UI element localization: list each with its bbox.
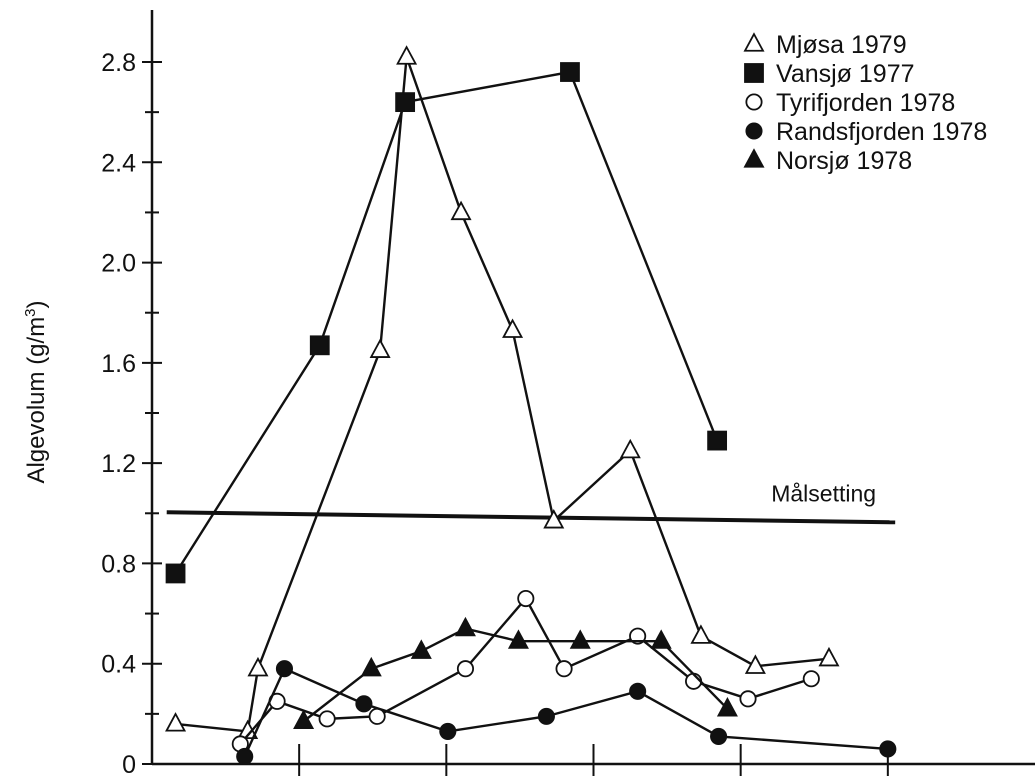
data-point (318, 710, 336, 728)
data-point (745, 93, 763, 111)
legend-item: Mjøsa 1979 (743, 31, 907, 59)
data-point (619, 438, 641, 459)
legend-label: Tyrifjorden 1978 (776, 89, 955, 117)
data-point (507, 629, 529, 649)
reference-line (166, 510, 896, 525)
y-axis-ticks: 0 0.4 0.8 1.2 1.6 2.0 2.4 2.8 (101, 49, 162, 776)
data-point (450, 200, 472, 221)
y-tick-label: 2.4 (101, 149, 136, 177)
data-point (555, 660, 573, 678)
series-group (165, 45, 897, 766)
data-point (710, 727, 728, 745)
data-point (439, 722, 457, 740)
y-tick-label: 0.8 (101, 550, 136, 578)
series-line (174, 70, 719, 575)
reference-line-group: Målsetting (166, 480, 896, 525)
data-point (502, 318, 524, 338)
data-point (395, 92, 416, 113)
data-point (293, 709, 315, 730)
data-point (650, 629, 672, 649)
data-point (309, 335, 330, 356)
data-point (355, 695, 373, 713)
data-point (537, 707, 555, 725)
data-point (569, 629, 591, 649)
data-point (275, 660, 294, 678)
series (293, 616, 738, 730)
series (165, 45, 840, 740)
data-point (543, 509, 565, 529)
data-point (690, 624, 712, 644)
data-point (879, 740, 897, 758)
series-line (243, 667, 888, 757)
data-point (818, 646, 840, 667)
y-axis-label-main: Algevolum (g/m (23, 317, 50, 484)
series (231, 589, 820, 753)
series-line (302, 627, 729, 723)
data-point (165, 563, 186, 584)
y-axis-label-tail: ) (23, 300, 50, 308)
legend-item: Vansjø 1977 (744, 60, 915, 88)
legend-label: Norsjø 1978 (776, 147, 912, 175)
data-point (744, 654, 766, 674)
data-point (743, 148, 765, 168)
y-tick-label: 1.2 (101, 450, 136, 478)
y-tick-label: 2.0 (101, 250, 136, 278)
data-point (165, 712, 187, 732)
y-axis-label-superscript: 3 (22, 308, 39, 316)
legend-item: Randsfjorden 1978 (745, 118, 987, 146)
y-tick-label: 0.4 (101, 651, 136, 679)
data-point (396, 45, 418, 65)
y-axis-label: Algevolum (g/m3) (22, 300, 50, 483)
series-line (175, 56, 830, 733)
data-point (456, 660, 475, 678)
data-point (360, 656, 382, 677)
legend-label: Randsfjorden 1978 (776, 118, 987, 146)
series (165, 62, 728, 584)
data-point (236, 747, 254, 766)
data-point (743, 32, 765, 52)
y-tick-label: 0 (122, 751, 136, 776)
legend-label: Vansjø 1977 (776, 60, 915, 88)
data-point (707, 430, 728, 451)
reference-line-label: Målsetting (771, 480, 876, 506)
legend-label: Mjøsa 1979 (776, 31, 907, 59)
data-point (744, 63, 764, 83)
data-point (517, 589, 535, 608)
legend-item: Tyrifjorden 1978 (745, 89, 955, 117)
data-point (802, 670, 820, 688)
y-tick-label: 1.6 (101, 350, 136, 378)
series (236, 660, 897, 766)
data-point (560, 62, 580, 82)
data-point (739, 690, 757, 708)
data-point (745, 122, 763, 140)
x-axis-ticks: MaiJuniJuliAug.Sep.Okt. (298, 744, 889, 776)
data-point (247, 656, 269, 677)
data-point (369, 338, 391, 358)
data-point (629, 682, 647, 700)
y-tick-label: 2.8 (101, 49, 136, 77)
data-point (410, 639, 432, 659)
data-point (716, 697, 738, 717)
legend-item: Norsjø 1978 (743, 147, 912, 175)
data-point (454, 616, 476, 637)
